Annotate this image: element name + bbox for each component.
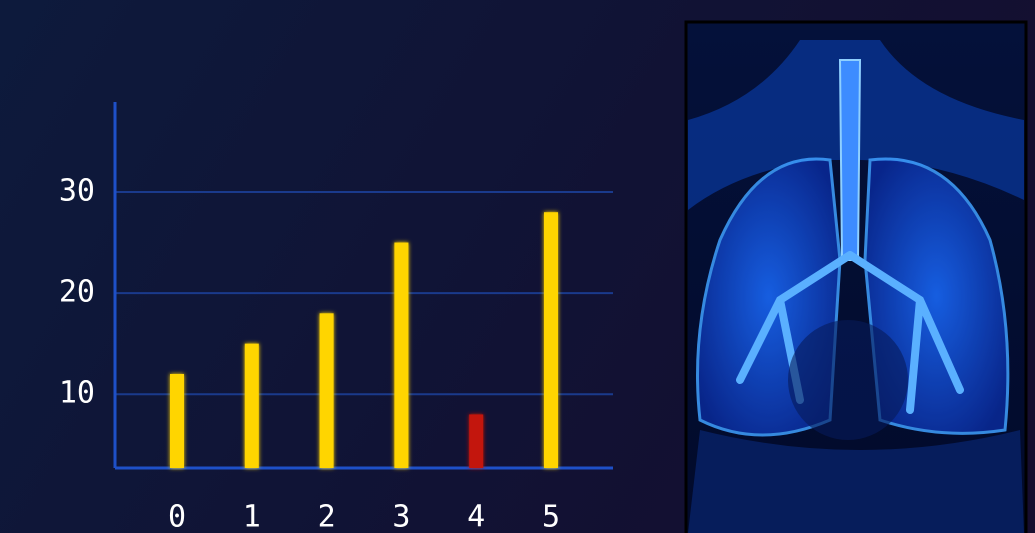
bar [544,212,558,468]
plot-area: 10 20 30 0 1 2 3 4 5 [59,102,613,533]
x-tick-label: 4 [467,500,485,533]
x-tick-label: 3 [392,500,410,533]
x-tick-label: 0 [168,500,186,533]
bar [244,343,259,468]
x-tick-label: 1 [243,500,261,533]
bar [394,242,409,468]
bar [469,414,484,468]
x-tick-label: 2 [318,500,336,533]
y-tick-label: 10 [59,376,95,411]
bar [170,373,184,468]
x-tick-label: 5 [542,500,560,533]
y-tick-label: 20 [59,275,95,310]
lungs-image [684,20,1028,533]
y-tick-label: 30 [59,173,95,208]
bar [319,313,334,468]
